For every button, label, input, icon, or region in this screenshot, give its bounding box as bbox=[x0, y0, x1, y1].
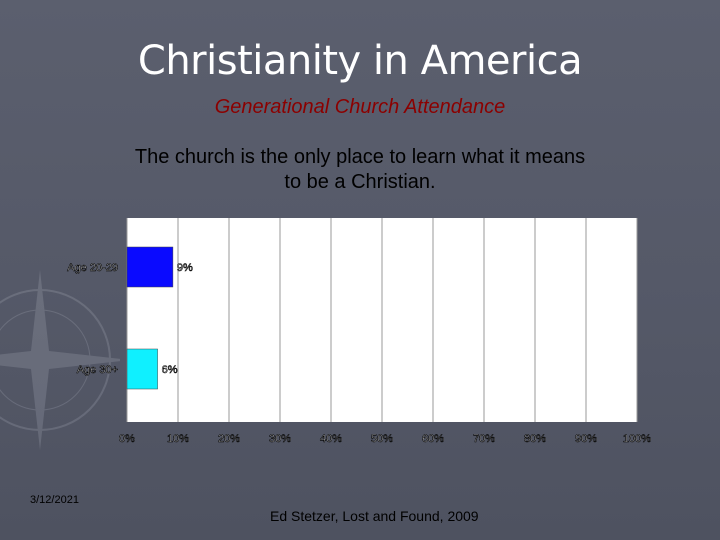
x-tick-label: 90% bbox=[575, 433, 597, 445]
x-tick-label: 60% bbox=[422, 433, 444, 445]
x-tick-label: 20% bbox=[218, 433, 240, 445]
bar bbox=[126, 246, 174, 288]
data-label: 9% bbox=[177, 262, 193, 274]
compass-watermark-icon bbox=[0, 270, 120, 450]
category-label: Age 20-29 bbox=[67, 262, 118, 274]
data-label: 6% bbox=[162, 364, 178, 376]
slide-date: 3/12/2021 bbox=[30, 494, 79, 506]
x-tick-label: 10% bbox=[167, 433, 189, 445]
x-tick-label: 70% bbox=[473, 433, 495, 445]
chart-question: The church is the only place to learn wh… bbox=[134, 146, 586, 193]
slide-credit: Ed Stetzer, Lost and Found, 2009 bbox=[270, 508, 479, 524]
slide-subtitle: Generational Church Attendance bbox=[214, 96, 506, 118]
x-tick-label: 50% bbox=[371, 433, 393, 445]
x-tick-label: 40% bbox=[320, 433, 342, 445]
bar bbox=[126, 348, 158, 390]
slide-title: Christianity in America bbox=[137, 38, 583, 84]
x-tick-label: 100% bbox=[623, 433, 651, 445]
x-tick-label: 80% bbox=[524, 433, 546, 445]
category-label: Age 30+ bbox=[77, 364, 118, 376]
x-tick-label: 30% bbox=[269, 433, 291, 445]
x-tick-label: 0% bbox=[119, 433, 135, 445]
